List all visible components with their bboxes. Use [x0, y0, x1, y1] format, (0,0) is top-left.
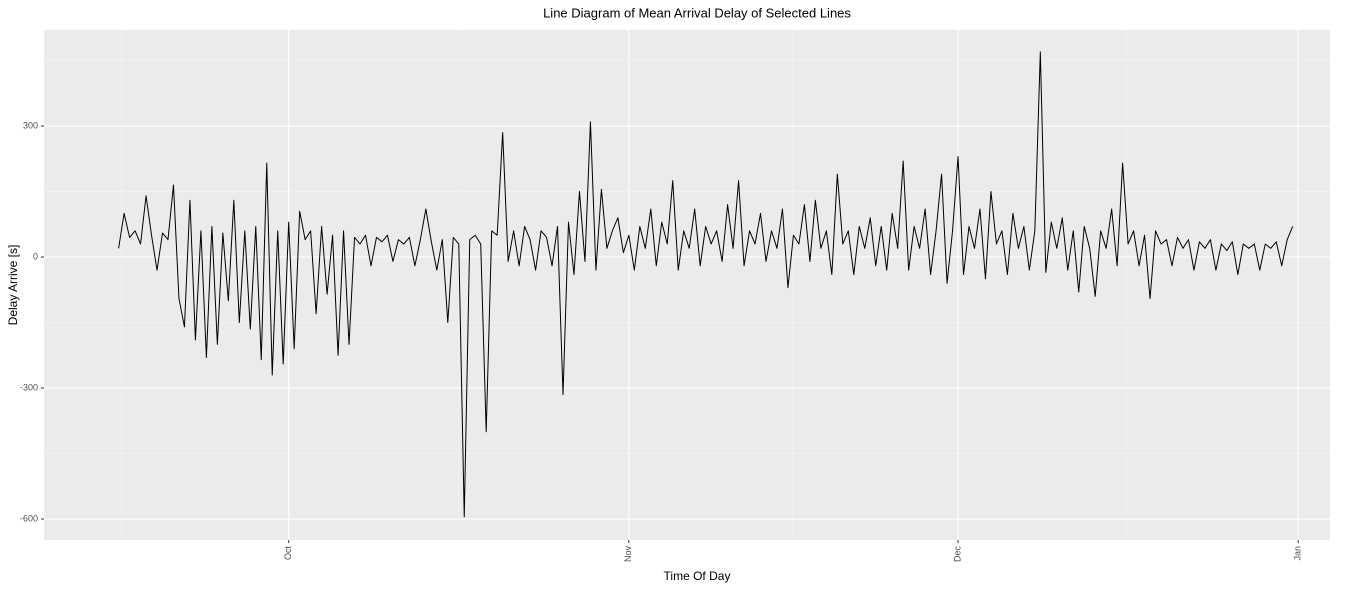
data-line	[118, 51, 1294, 518]
x-tick-label: Nov	[623, 546, 633, 563]
x-tick-label: Oct	[283, 546, 293, 561]
plot-panel	[44, 30, 1330, 540]
y-tick-label: 300	[23, 120, 38, 130]
y-tick-label: -300	[20, 382, 38, 392]
y-tick-label: -600	[20, 513, 38, 523]
y-axis-label: Delay Arrive [s]	[6, 245, 20, 326]
x-tick-label: Jan	[1293, 546, 1303, 561]
x-axis-label: Time Of Day	[664, 569, 731, 583]
chart-title: Line Diagram of Mean Arrival Delay of Se…	[543, 5, 851, 20]
y-tick-label: 0	[33, 251, 38, 261]
x-tick-label: Dec	[952, 546, 962, 563]
